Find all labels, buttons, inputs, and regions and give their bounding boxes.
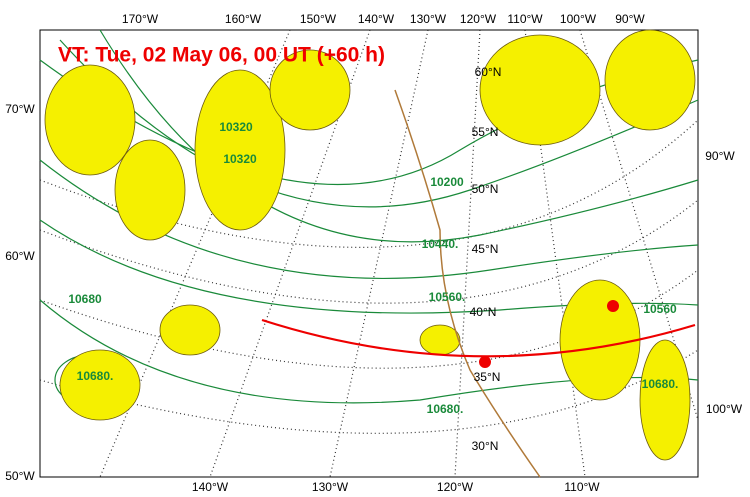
lon-label: 140°W bbox=[358, 12, 395, 26]
lon-label: 150°W bbox=[300, 12, 337, 26]
lon-label: 90°W bbox=[615, 12, 645, 26]
lat-label: 30°N bbox=[472, 439, 499, 453]
lon-label: 130°W bbox=[410, 12, 447, 26]
contour-label: 10440. bbox=[422, 237, 459, 251]
lat-label: 45°N bbox=[472, 242, 499, 256]
contour-label: 10680. bbox=[77, 369, 114, 383]
title: VT: Tue, 02 May 06, 00 UT (+60 h) bbox=[58, 44, 385, 67]
lon-label: 120°W bbox=[460, 12, 497, 26]
contour-label: 10560 bbox=[643, 302, 677, 316]
contour-label: 10320 bbox=[223, 152, 257, 166]
lon-label: 160°W bbox=[225, 12, 262, 26]
contour-label: 10680 bbox=[68, 292, 102, 306]
lon-label: 100°W bbox=[560, 12, 597, 26]
contour-label: 10320 bbox=[219, 120, 253, 134]
lat-label: 55°N bbox=[472, 125, 499, 139]
track-line bbox=[261, 318, 696, 358]
contour-label: 10560. bbox=[429, 290, 466, 304]
graticule bbox=[39, 29, 699, 478]
track-point bbox=[479, 356, 491, 368]
lat-label: 40°N bbox=[470, 305, 497, 319]
lon-label: 140°W bbox=[192, 480, 229, 494]
lat-label: 35°N bbox=[474, 370, 501, 384]
lon-label: 110°W bbox=[564, 480, 600, 494]
coastline bbox=[394, 89, 541, 478]
edge-label: 50°W bbox=[5, 469, 35, 483]
edge-label: 60°W bbox=[5, 249, 35, 263]
lon-label: 130°W bbox=[312, 480, 349, 494]
edge-label: 100°W bbox=[706, 402, 743, 416]
precip-areas bbox=[44, 29, 696, 461]
track-point bbox=[607, 300, 619, 312]
contour-label: 10680. bbox=[642, 377, 679, 391]
lat-label: 60°N bbox=[475, 65, 502, 79]
lon-label: 110°W bbox=[507, 12, 543, 26]
lon-label: 120°W bbox=[437, 480, 474, 494]
edge-label: 70°W bbox=[5, 102, 35, 116]
contour-label: 10200 bbox=[430, 175, 464, 189]
edge-label: 90°W bbox=[705, 149, 735, 163]
contour-label: 10680. bbox=[427, 402, 464, 416]
lat-label: 50°N bbox=[472, 182, 499, 196]
lon-label: 170°W bbox=[122, 12, 159, 26]
